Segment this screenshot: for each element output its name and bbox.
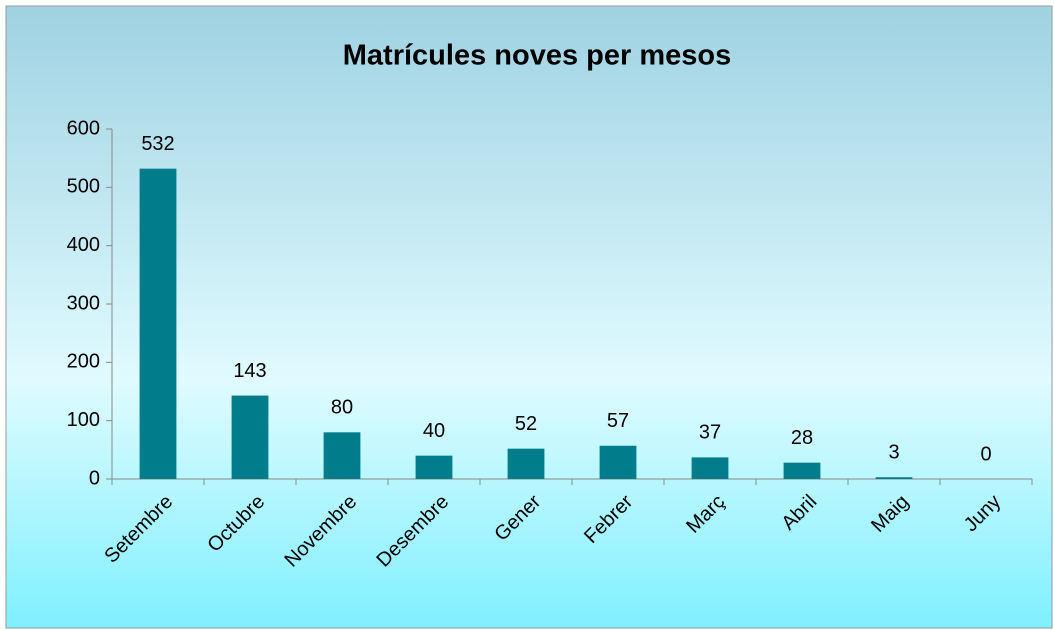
bar [875,477,913,479]
data-label: 52 [515,413,537,435]
bar [231,395,269,479]
bar [691,457,729,479]
data-label: 80 [331,397,353,419]
y-tick-label: 400 [67,234,100,256]
data-label: 532 [141,133,174,155]
bar [599,445,637,479]
bar [323,432,361,479]
y-tick-label: 500 [67,176,100,198]
data-label: 143 [233,360,266,382]
data-label: 37 [699,422,721,444]
bar [783,462,821,479]
y-tick-label: 200 [67,351,100,373]
data-label: 28 [791,427,813,449]
bar [139,168,177,479]
y-tick-label: 300 [67,292,100,314]
chart-background [5,5,1053,629]
data-label: 40 [423,420,445,442]
y-tick-label: 600 [67,117,100,139]
data-label: 0 [980,443,991,465]
y-tick-label: 100 [67,409,100,431]
data-label: 57 [607,410,629,432]
y-tick-label: 0 [89,467,100,489]
bar [415,455,453,479]
data-label: 3 [888,442,899,464]
chart-title: Matrícules noves per mesos [343,40,731,72]
bar [507,448,545,479]
